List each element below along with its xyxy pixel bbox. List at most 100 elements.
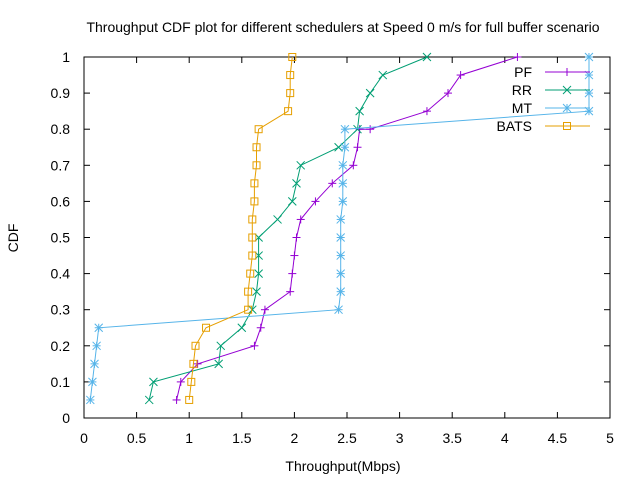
point-bats: [286, 71, 295, 80]
legend-marker-pf: [563, 68, 571, 76]
point-bats: [185, 395, 194, 404]
point-bats: [248, 233, 257, 242]
point-bats: [250, 197, 259, 206]
point-mt: [336, 251, 346, 260]
legend-entry-bats: BATS: [496, 118, 590, 134]
x-tick-label: 0: [80, 430, 88, 446]
point-mt: [85, 395, 95, 405]
point-mt-d2: [88, 377, 97, 387]
point-rr-d2: [287, 197, 297, 206]
point-mt-d2: [584, 70, 594, 80]
point-mt: [340, 124, 350, 134]
point-bats: [244, 287, 253, 296]
legend-entry-pf: PF: [514, 64, 590, 80]
x-tick-label: 0.5: [127, 430, 147, 446]
point-rr-d2: [247, 305, 257, 315]
point-mt-d2: [584, 106, 594, 116]
point-rr-d2: [149, 377, 158, 387]
point-pf: [193, 359, 202, 368]
legend-label-mt: MT: [512, 100, 533, 116]
point-rr: [296, 160, 306, 170]
point-rr: [216, 341, 226, 351]
point-mt: [338, 197, 348, 206]
point-mt-d2: [340, 142, 350, 152]
point-rr: [252, 287, 261, 297]
series-mt: [85, 52, 594, 405]
legend-entry-mt: MT: [512, 100, 590, 116]
point-rr-d2: [252, 287, 261, 297]
point-rr: [334, 142, 343, 152]
point-pf: [311, 197, 320, 206]
series-bats: [185, 53, 297, 404]
legend: PF RR MT BATS: [496, 64, 590, 134]
point-rr-d2: [144, 395, 154, 405]
point-bats: [244, 305, 253, 314]
x-tick-label: 4.5: [548, 430, 568, 446]
point-rr-d2: [296, 160, 306, 170]
point-mt-d2: [338, 197, 348, 206]
legend-marker-mt-d2: [562, 103, 572, 113]
series-rr: [144, 52, 432, 405]
point-pf: [260, 305, 269, 314]
x-tick-label: 2.5: [337, 430, 357, 446]
point-mt: [92, 341, 101, 351]
point-pf: [349, 161, 358, 170]
point-mt-d2: [85, 395, 95, 405]
point-bats: [187, 377, 196, 386]
point-mt-d2: [338, 160, 348, 170]
point-rr: [292, 178, 301, 188]
point-mt-d2: [338, 178, 348, 188]
point-pf: [513, 53, 522, 61]
point-mt-d2: [336, 251, 346, 260]
point-pf: [456, 71, 465, 80]
point-bats: [286, 89, 295, 98]
legend-marker-mt: [562, 103, 572, 113]
y-tick-label: 0.2: [51, 338, 71, 354]
point-bats: [246, 269, 255, 278]
y-axis-label: CDF: [5, 224, 21, 253]
point-mt-d2: [336, 287, 346, 297]
y-tick-label: 0.6: [51, 193, 71, 209]
point-mt: [336, 269, 346, 278]
point-rr: [214, 359, 224, 369]
point-mt-d2: [584, 52, 594, 62]
point-rr-d2: [378, 70, 388, 80]
point-pf: [250, 341, 259, 350]
point-pf: [290, 251, 299, 260]
point-mt: [334, 305, 343, 315]
series-layer: [85, 52, 594, 405]
y-tick-label: 0.7: [51, 157, 71, 173]
point-mt-d2: [334, 305, 343, 315]
legend-marker-rr: [562, 85, 572, 95]
point-rr: [149, 377, 158, 387]
x-tick-label: 3: [396, 430, 404, 446]
point-mt-d2: [92, 341, 101, 351]
point-rr: [273, 215, 282, 224]
point-rr: [237, 323, 247, 333]
point-bats: [250, 179, 259, 188]
point-mt-d2: [336, 269, 346, 278]
point-rr-d2: [214, 359, 224, 369]
y-tick-label: 0.5: [51, 230, 71, 246]
point-pf: [422, 107, 431, 116]
y-tick-label: 0: [62, 410, 70, 426]
legend-marker-bats: [563, 122, 571, 130]
point-rr-d2: [273, 215, 282, 224]
point-mt: [336, 233, 346, 242]
y-tick-label: 0.8: [51, 121, 71, 137]
point-rr: [247, 305, 257, 315]
x-tick-label: 5: [606, 430, 614, 446]
legend-entry-rr: RR: [512, 82, 590, 98]
point-rr-d2: [292, 178, 301, 188]
point-pf: [176, 377, 185, 386]
x-tick-label: 1.5: [232, 430, 252, 446]
series-line-bats: [188, 56, 293, 400]
chart-title: Throughput CDF plot for different schedu…: [86, 19, 599, 35]
point-bats: [284, 107, 293, 116]
point-mt: [88, 377, 97, 387]
point-mt: [338, 178, 348, 188]
point-rr-d2: [216, 341, 226, 351]
point-pf: [296, 215, 305, 224]
y-tick-label: 0.4: [51, 266, 71, 282]
y-tick-label: 0.9: [51, 85, 71, 101]
